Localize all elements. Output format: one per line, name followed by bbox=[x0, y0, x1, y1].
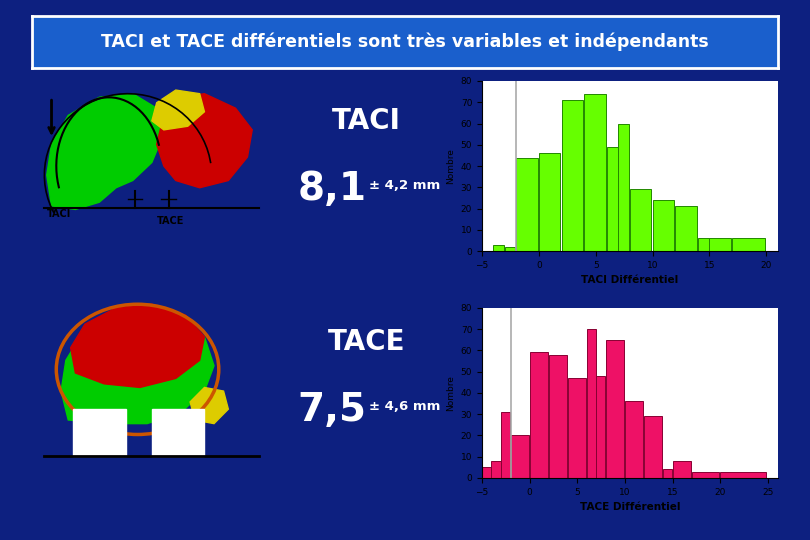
Polygon shape bbox=[151, 90, 204, 130]
Bar bbox=[151, 409, 204, 456]
Bar bbox=[676, 206, 697, 251]
Bar bbox=[510, 435, 529, 478]
Y-axis label: Nombre: Nombre bbox=[446, 148, 455, 184]
Bar bbox=[493, 245, 504, 251]
Bar bbox=[625, 401, 643, 478]
Bar bbox=[698, 238, 709, 251]
Polygon shape bbox=[156, 93, 252, 188]
Bar bbox=[587, 329, 596, 478]
Bar bbox=[720, 471, 765, 478]
Text: TACI: TACI bbox=[47, 208, 71, 219]
Bar bbox=[482, 467, 491, 478]
Text: TACI: TACI bbox=[332, 107, 401, 135]
Bar bbox=[644, 416, 663, 478]
Text: TACI et TACE différentiels sont très variables et indépendants: TACI et TACE différentiels sont très var… bbox=[101, 32, 709, 51]
Bar bbox=[710, 238, 731, 251]
Text: TACE: TACE bbox=[156, 216, 184, 226]
Polygon shape bbox=[61, 312, 214, 423]
Y-axis label: Nombre: Nombre bbox=[446, 375, 455, 411]
Bar bbox=[596, 376, 605, 478]
Bar bbox=[516, 158, 538, 251]
Bar bbox=[606, 340, 624, 478]
Bar bbox=[618, 124, 629, 251]
Text: ± 4,2 mm: ± 4,2 mm bbox=[369, 179, 440, 192]
Bar bbox=[630, 190, 651, 251]
Bar bbox=[607, 147, 618, 251]
Bar bbox=[732, 238, 765, 251]
Bar bbox=[653, 200, 674, 251]
Bar bbox=[530, 353, 548, 478]
Text: 8,1: 8,1 bbox=[297, 170, 366, 208]
Bar bbox=[692, 471, 719, 478]
Text: TACE: TACE bbox=[328, 328, 405, 356]
Polygon shape bbox=[47, 93, 164, 210]
Polygon shape bbox=[70, 304, 204, 388]
Text: 7,5: 7,5 bbox=[297, 391, 366, 429]
Bar bbox=[561, 100, 583, 251]
X-axis label: TACE Différentiel: TACE Différentiel bbox=[579, 502, 680, 512]
Bar bbox=[584, 94, 606, 251]
X-axis label: TACI Différentiel: TACI Différentiel bbox=[581, 275, 679, 285]
Bar bbox=[672, 461, 691, 478]
Text: ± 4,6 mm: ± 4,6 mm bbox=[369, 400, 440, 413]
Bar bbox=[568, 378, 586, 478]
Bar bbox=[505, 247, 515, 251]
Bar bbox=[492, 461, 501, 478]
Bar bbox=[539, 153, 561, 251]
Bar bbox=[548, 355, 567, 478]
Bar bbox=[501, 412, 510, 478]
Polygon shape bbox=[190, 388, 228, 423]
Bar bbox=[663, 469, 672, 478]
Bar bbox=[73, 409, 126, 456]
